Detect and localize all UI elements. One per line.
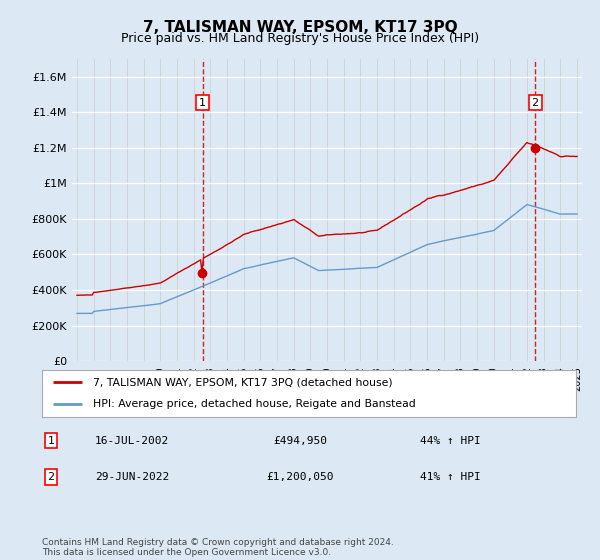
Text: 44% ↑ HPI: 44% ↑ HPI [419,436,481,446]
Text: 1: 1 [199,97,206,108]
Text: £1,200,050: £1,200,050 [266,472,334,482]
Text: 7, TALISMAN WAY, EPSOM, KT17 3PQ (detached house): 7, TALISMAN WAY, EPSOM, KT17 3PQ (detach… [93,377,392,388]
Text: 41% ↑ HPI: 41% ↑ HPI [419,472,481,482]
Text: Contains HM Land Registry data © Crown copyright and database right 2024.
This d: Contains HM Land Registry data © Crown c… [42,538,394,557]
Text: HPI: Average price, detached house, Reigate and Banstead: HPI: Average price, detached house, Reig… [93,399,415,409]
Text: 2: 2 [532,97,539,108]
Text: 29-JUN-2022: 29-JUN-2022 [95,472,169,482]
Text: 16-JUL-2002: 16-JUL-2002 [95,436,169,446]
Text: 7, TALISMAN WAY, EPSOM, KT17 3PQ: 7, TALISMAN WAY, EPSOM, KT17 3PQ [143,20,457,35]
Text: 2: 2 [47,472,55,482]
Text: Price paid vs. HM Land Registry's House Price Index (HPI): Price paid vs. HM Land Registry's House … [121,32,479,45]
Text: 1: 1 [47,436,55,446]
Text: £494,950: £494,950 [273,436,327,446]
